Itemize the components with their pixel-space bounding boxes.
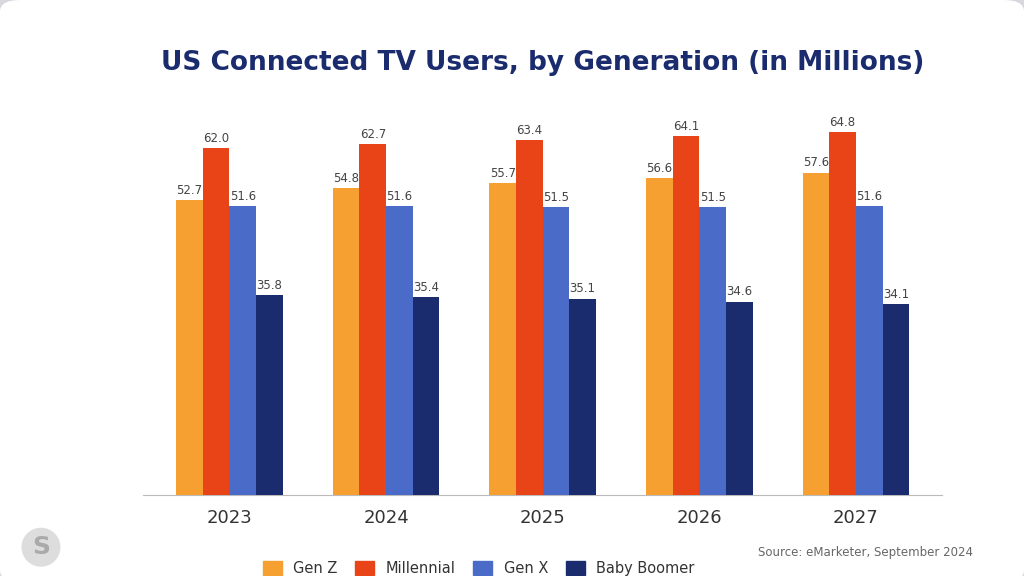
Text: S: S [32,535,50,559]
Text: 51.5: 51.5 [699,191,726,203]
Bar [646,179,673,495]
Text: 57.6: 57.6 [803,157,829,169]
Bar [883,304,909,495]
Text: 34.1: 34.1 [883,288,909,301]
Text: 64.8: 64.8 [829,116,856,129]
Bar [803,173,829,495]
Text: 63.4: 63.4 [516,124,543,137]
Text: 62.7: 62.7 [359,128,386,141]
Bar [543,207,569,495]
Text: 51.6: 51.6 [856,190,883,203]
Bar [413,297,439,495]
Text: 34.6: 34.6 [726,285,753,298]
Text: 52.7: 52.7 [176,184,203,197]
Text: 51.5: 51.5 [543,191,569,203]
Bar [856,206,883,495]
Legend: Gen Z, Millennial, Gen X, Baby Boomer: Gen Z, Millennial, Gen X, Baby Boomer [257,555,700,576]
Text: 35.8: 35.8 [256,279,283,291]
Bar [489,183,516,495]
Bar [516,141,543,495]
Bar [386,206,413,495]
Bar [256,295,283,495]
Text: Source: eMarketer, September 2024: Source: eMarketer, September 2024 [758,545,973,559]
Bar [333,188,359,495]
Text: 56.6: 56.6 [646,162,673,175]
Bar [203,148,229,495]
Bar [829,132,856,495]
Text: 51.6: 51.6 [386,190,413,203]
Bar [229,206,256,495]
Bar [569,299,596,495]
Text: 62.0: 62.0 [203,132,229,145]
Text: 35.4: 35.4 [413,281,439,294]
Title: US Connected TV Users, by Generation (in Millions): US Connected TV Users, by Generation (in… [161,50,925,76]
Text: 55.7: 55.7 [489,167,516,180]
Bar [726,302,753,495]
Bar [699,207,726,495]
Bar [359,144,386,495]
Text: 54.8: 54.8 [333,172,359,185]
Text: 51.6: 51.6 [229,190,256,203]
Bar [673,137,699,495]
Text: 35.1: 35.1 [569,282,596,295]
Bar [176,200,203,495]
Text: 64.1: 64.1 [673,120,699,133]
